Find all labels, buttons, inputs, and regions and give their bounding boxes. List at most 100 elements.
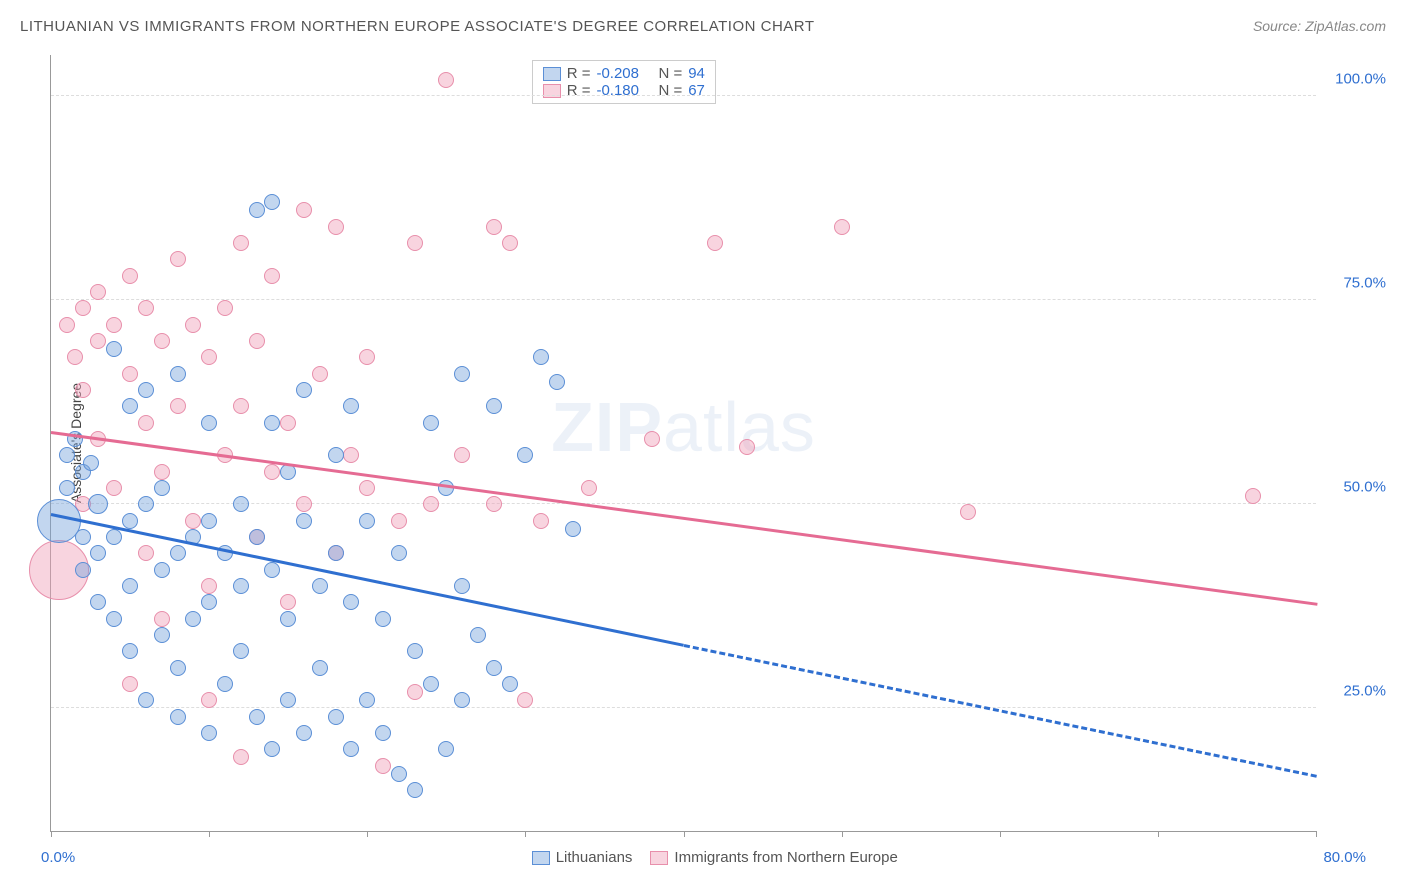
pink-point (328, 219, 344, 235)
blue-point (296, 725, 312, 741)
blue-point (407, 782, 423, 798)
pink-point (67, 349, 83, 365)
blue-point (88, 494, 108, 514)
chart-title: LITHUANIAN VS IMMIGRANTS FROM NORTHERN E… (20, 18, 815, 35)
blue-point (201, 513, 217, 529)
blue-point (343, 741, 359, 757)
blue-point (138, 382, 154, 398)
blue-point (233, 578, 249, 594)
pink-point (581, 480, 597, 496)
blue-point (312, 578, 328, 594)
pink-point (834, 219, 850, 235)
chart-plot-area: Associate's Degree ZIPatlas 0.0% 80.0% R… (50, 55, 1316, 832)
pink-point (438, 72, 454, 88)
blue-point (280, 611, 296, 627)
blue-point (549, 374, 565, 390)
pink-point (90, 284, 106, 300)
legend-series-label: Lithuanians (556, 849, 633, 866)
pink-point (359, 480, 375, 496)
blue-point (154, 627, 170, 643)
blue-swatch (543, 67, 561, 81)
pink-point (106, 317, 122, 333)
blue-point (296, 513, 312, 529)
pink-point (312, 366, 328, 382)
pink-point (296, 496, 312, 512)
pink-point (486, 219, 502, 235)
pink-point (707, 235, 723, 251)
x-tick (51, 831, 52, 837)
blue-point (90, 594, 106, 610)
pink-point (407, 235, 423, 251)
blue-point (296, 382, 312, 398)
pink-point (249, 333, 265, 349)
blue-point (154, 480, 170, 496)
x-tick (684, 831, 685, 837)
blue-point (170, 366, 186, 382)
pink-point (264, 268, 280, 284)
pink-point (359, 349, 375, 365)
legend-correlation-row: R = -0.208 N = 94 (543, 65, 705, 82)
pink-point (75, 300, 91, 316)
blue-point (83, 455, 99, 471)
legend-correlation: R = -0.208 N = 94 R = -0.180 N = 67 (532, 60, 716, 104)
watermark: ZIPatlas (551, 387, 816, 467)
blue-point (486, 660, 502, 676)
blue-point (138, 692, 154, 708)
pink-point (960, 504, 976, 520)
blue-point (122, 513, 138, 529)
blue-point (328, 447, 344, 463)
blue-point (201, 725, 217, 741)
pink-point (517, 692, 533, 708)
blue-trend-dashed (684, 644, 1318, 778)
pink-point (296, 202, 312, 218)
pink-point (138, 545, 154, 561)
blue-point (233, 643, 249, 659)
legend-correlation-row: R = -0.180 N = 67 (543, 82, 705, 99)
blue-point (249, 202, 265, 218)
source-label: Source: ZipAtlas.com (1253, 18, 1386, 34)
legend-series-item: Lithuanians (532, 849, 633, 866)
pink-point (90, 333, 106, 349)
pink-point (170, 398, 186, 414)
blue-point (90, 545, 106, 561)
blue-point (391, 766, 407, 782)
blue-point (170, 709, 186, 725)
pink-point (122, 676, 138, 692)
legend-series-label: Immigrants from Northern Europe (674, 849, 897, 866)
gridline (51, 299, 1316, 300)
pink-point (454, 447, 470, 463)
blue-swatch (532, 851, 550, 865)
pink-swatch (650, 851, 668, 865)
blue-point (59, 480, 75, 496)
blue-point (423, 676, 439, 692)
gridline (51, 707, 1316, 708)
blue-point (264, 562, 280, 578)
pink-point (106, 480, 122, 496)
blue-point (438, 741, 454, 757)
blue-point (264, 415, 280, 431)
gridline (51, 95, 1316, 96)
blue-point (328, 545, 344, 561)
pink-point (185, 317, 201, 333)
blue-trend-solid (51, 513, 685, 647)
blue-point (138, 496, 154, 512)
blue-point (264, 194, 280, 210)
x-tick (1158, 831, 1159, 837)
pink-point (280, 594, 296, 610)
x-tick (1316, 831, 1317, 837)
blue-point (122, 578, 138, 594)
pink-point (233, 749, 249, 765)
pink-point (201, 349, 217, 365)
blue-point (122, 398, 138, 414)
pink-point (739, 439, 755, 455)
legend-series: Lithuanians Immigrants from Northern Euro… (532, 849, 898, 866)
blue-point (359, 513, 375, 529)
pink-point (391, 513, 407, 529)
legend-series-item: Immigrants from Northern Europe (650, 849, 897, 866)
blue-point (486, 398, 502, 414)
blue-point (201, 594, 217, 610)
blue-point (502, 676, 518, 692)
blue-point (106, 341, 122, 357)
pink-point (533, 513, 549, 529)
blue-point (170, 545, 186, 561)
